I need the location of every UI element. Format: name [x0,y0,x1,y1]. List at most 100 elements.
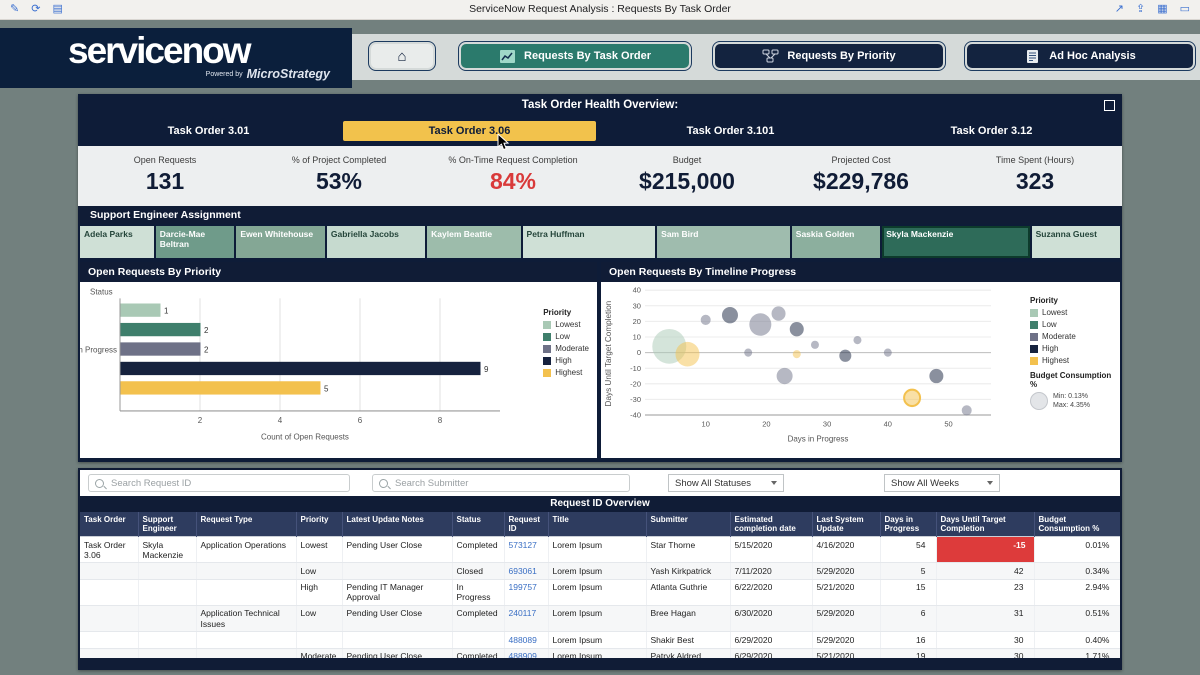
request-id-link[interactable]: 573121 [504,664,548,670]
table-cell: 1.71% [1034,648,1120,658]
bar-chart-body: Status 2 4 6 8 1 2 2 9 5 In Progress Count of Open … [80,282,597,458]
share-icon[interactable]: ↗ [1114,3,1124,15]
column-header[interactable]: Priority [296,512,343,537]
engineer-cell[interactable]: Adela Parks [80,226,154,258]
request-id-link[interactable]: 573127 [504,535,549,564]
table-cell [80,631,139,649]
table-cell [80,579,139,606]
tab-task-order-3-101[interactable]: Task Order 3.101 [686,125,775,137]
table-cell: Lowest [296,535,343,564]
open-requests-by-timeline-chart: Open Requests By Timeline Progress 40 30 2… [601,262,1120,458]
edit-icon[interactable]: ✎ [10,3,20,15]
table-cell: Lorem Ipsum [548,648,647,658]
tab-task-order-3-12[interactable]: Task Order 3.12 [950,125,1033,137]
request-id-link[interactable]: 488909 [504,648,549,658]
window-icon[interactable]: ▭ [1179,3,1190,15]
table-row[interactable]: Application Technical Issues Low Pending U… [80,604,1120,633]
engineer-cell[interactable]: Kaylem Beattie [427,226,521,258]
request-id-link[interactable]: 693061 [504,562,549,580]
nav-requests-by-priority[interactable]: Requests By Priority [712,41,946,71]
svg-text:Days Until Target Completion: Days Until Target Completion [604,301,613,407]
table-cell: 31 [936,604,1035,633]
tab-task-order-3-06[interactable]: Task Order 3.06 [339,116,600,146]
column-header[interactable]: Request ID [504,512,549,537]
column-header[interactable]: Budget Consumption % [1034,512,1120,537]
table-cell: Closed [452,562,505,580]
legend-item: Moderate [1030,332,1116,341]
mouse-cursor [497,134,510,151]
expand-icon[interactable] [1104,100,1115,111]
kpi-time-spent: Time Spent (Hours) 323 [995,155,1075,194]
request-id-link[interactable]: 199757 [504,579,549,606]
column-header[interactable]: Request Type [196,512,297,537]
svg-text:5: 5 [324,384,329,393]
svg-text:-30: -30 [630,395,641,404]
table-cell: Application Technical Issues [196,604,297,633]
export-icon[interactable]: ⇪ [1135,3,1146,15]
search-submitter[interactable] [372,474,630,492]
grid-icon[interactable]: ▦ [1157,3,1168,15]
weeks-filter-select[interactable]: Show All Weeks [884,474,1000,492]
search-request-id-input[interactable] [109,476,343,490]
table-cell: 5/29/2020 [812,631,881,649]
search-request-id[interactable] [88,474,350,492]
engineer-row: Adela Parks Darcie-Mae Beltran Ewen Whiteh… [78,224,1122,260]
tab-task-order-3-01[interactable]: Task Order 3.01 [167,125,250,137]
browser-chrome: ✎ ⟳ ▤ ServiceNow Request Analysis : Reques… [0,0,1200,20]
nav-requests-by-task-order[interactable]: Requests By Task Order [458,41,692,71]
search-submitter-input[interactable] [393,476,623,490]
column-header[interactable]: Submitter [646,512,731,537]
request-id-link[interactable]: 240117 [504,604,549,633]
catalog-icon[interactable]: ▤ [52,3,63,15]
table-cell: 5/29/2020 [812,562,881,580]
table-cell: Pending User Close [342,604,453,633]
column-header[interactable]: Days Until Target Completion [936,512,1035,537]
scatter-chart-body: 40 30 20 10 0 -10 -20 -30 -40 10 20 30 40 50 Days in P… [601,282,1120,458]
engineer-cell[interactable]: Suzanna Guest [1031,226,1121,258]
column-header[interactable]: Status [452,512,505,537]
support-engineer-header: Support Engineer Assignment [78,206,1122,224]
table-cell: 4/16/2020 [812,535,881,564]
table-cell [196,664,296,670]
column-header[interactable]: Estimated completion date [730,512,813,537]
engineer-cell[interactable]: Sam Bird [657,226,790,258]
table-cell [342,631,453,649]
table-row[interactable]: 488089 Lorem Ipsum Shakir Best 6/29/2020 5/2… [80,631,1120,649]
engineer-cell[interactable]: Petra Huffman [522,226,656,258]
column-header[interactable]: Last System Update [812,512,881,537]
column-header[interactable]: Support Engineer [138,512,197,537]
engineer-cell[interactable]: Gabriella Jacobs [326,226,426,258]
table-cell: 5/21/2020 [812,648,881,658]
table-cell: Lorem Ipsum [548,579,647,606]
column-header[interactable]: Days in Progress [880,512,937,537]
table-row[interactable]: Task Order 3.06 Skyla Mackenzie Applicatio… [80,535,1120,564]
engineer-cell[interactable]: Darcie-Mae Beltran [155,226,235,258]
column-header[interactable]: Title [548,512,647,537]
task-order-health-panel: Task Order Health Overview: Task Order 3… [78,94,1122,462]
column-header[interactable]: Latest Update Notes [342,512,453,537]
refresh-icon[interactable]: ⟳ [31,3,41,15]
table-row[interactable]: Moderate Pending User Close Completed 48890… [80,648,1120,658]
column-header[interactable]: Task Order [80,512,139,537]
table-cell: In Progress [452,579,505,606]
table-cell [138,579,197,606]
table-cell [138,664,196,670]
nav-ad-hoc-analysis[interactable]: Ad Hoc Analysis [964,41,1196,71]
svg-text:2: 2 [204,326,209,335]
status-filter-select[interactable]: Show All Statuses [668,474,784,492]
table-cell: 42 [936,562,1035,580]
request-id-link[interactable]: 488089 [504,631,549,649]
kpi-row: Open Requests 131 % of Project Completed 5… [78,146,1122,206]
home-icon: ⌂ [397,47,407,65]
engineer-cell[interactable]: Ewen Whitehouse [236,226,325,258]
svg-text:Days in Progress: Days in Progress [788,435,849,444]
engineer-cell[interactable]: Skyla Mackenzie [882,226,1030,258]
engineer-cell[interactable]: Saskia Golden [791,226,881,258]
table-cell: 6/22/2020 [730,579,813,606]
table-row[interactable]: Low Closed 693061 Lorem Ipsum Yash Kirkpatri… [80,562,1120,580]
table-cell: 1.70% [1034,664,1120,670]
home-button[interactable]: ⌂ [368,41,436,71]
